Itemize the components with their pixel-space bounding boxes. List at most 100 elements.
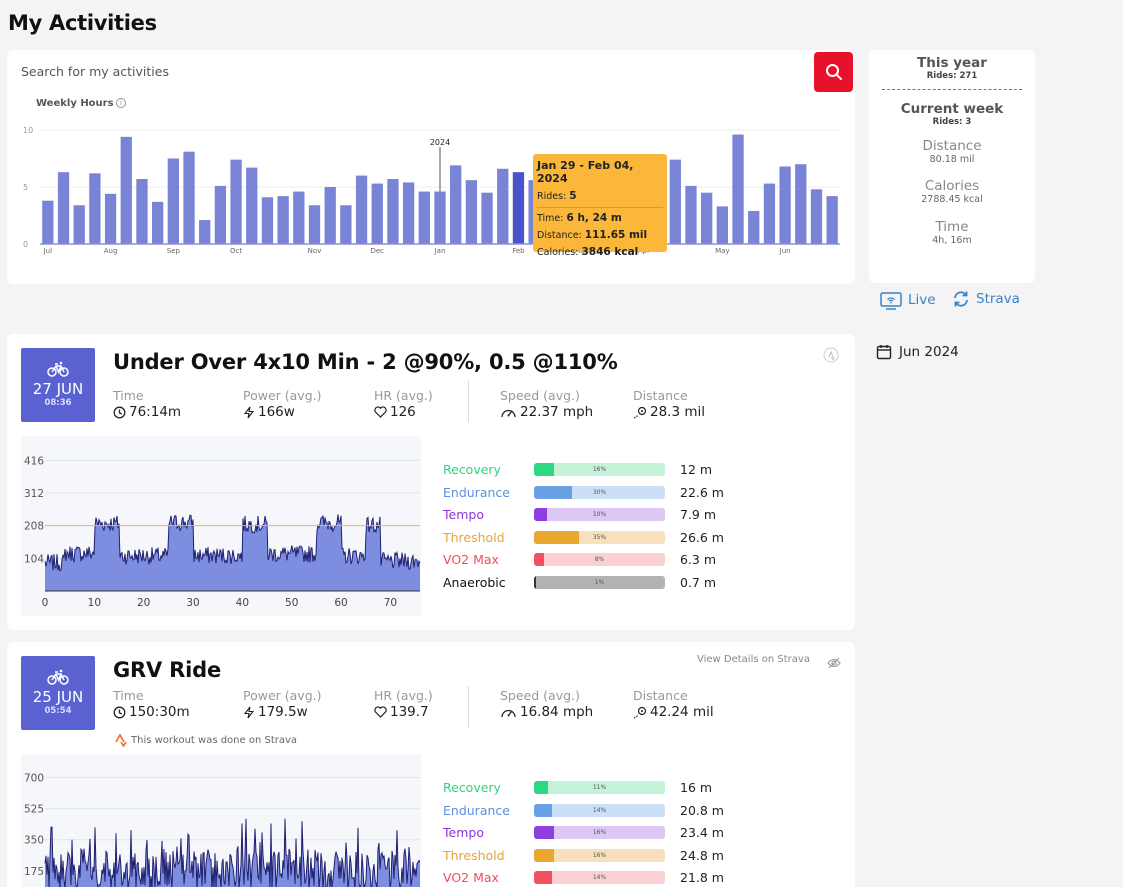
stat-time-value: 150:30m xyxy=(129,704,190,720)
week-bar xyxy=(418,191,430,244)
heart-icon xyxy=(374,406,387,418)
stat-hr-value: 139.7 xyxy=(390,704,429,720)
week-bar xyxy=(387,179,399,244)
week-bar xyxy=(402,182,415,244)
x-tick-label: Feb xyxy=(512,247,525,255)
zone-bar: 16% xyxy=(534,463,665,476)
search-icon xyxy=(825,64,842,80)
week-bar xyxy=(701,192,713,244)
week-bar xyxy=(716,206,728,244)
zone-row: Recovery 16% 12 m xyxy=(443,462,743,477)
stat-distance-value: 42.24 mil xyxy=(650,704,714,720)
y-tick-label: 5 xyxy=(23,183,28,192)
stat-hr-value: 126 xyxy=(390,404,416,420)
zone-bar: 14% xyxy=(534,871,665,884)
stat-hr: HR (avg.) 126 xyxy=(374,388,433,420)
zone-duration: 16 m xyxy=(680,780,713,795)
week-bar xyxy=(324,187,336,244)
tooltip-time: Time: 6 h, 24 m xyxy=(537,210,663,227)
week-bar xyxy=(779,166,791,244)
clock-icon xyxy=(113,706,126,718)
zone-row: VO2 Max 8% 6.3 m xyxy=(443,552,743,567)
power-chart[interactable]: 700 525 350 175 xyxy=(21,754,421,887)
zone-percent: 1% xyxy=(594,578,605,586)
live-link[interactable]: Live xyxy=(880,290,936,310)
view-on-strava-link[interactable]: View Details on Strava xyxy=(697,654,810,665)
activity-card[interactable]: 27 JUN 08:36 Under Over 4x10 Min - 2 @90… xyxy=(7,334,855,630)
zone-bar-fill xyxy=(534,463,555,476)
stat-speed-value: 22.37 mph xyxy=(520,404,594,420)
week-bar xyxy=(748,210,760,244)
activity-time-of-day: 05:54 xyxy=(44,706,72,716)
x-tick-label: 20 xyxy=(137,597,150,609)
zone-name: Tempo xyxy=(443,825,484,840)
y-tick-label: 0 xyxy=(23,240,28,249)
zone-name: Threshold xyxy=(443,847,505,863)
stat-speed-label: Speed (avg.) xyxy=(500,688,580,703)
zone-bar-fill xyxy=(534,485,573,499)
week-bar xyxy=(57,172,70,244)
date-badge: 25 JUN 05:54 xyxy=(21,656,95,730)
week-bar xyxy=(199,220,211,244)
week-bar xyxy=(669,159,681,244)
tooltip-distance-value: 111.65 mil xyxy=(584,229,648,241)
zone-duration: 22.6 m xyxy=(680,484,724,500)
zone-duration: 6.3 m xyxy=(680,552,717,567)
x-tick-label: 50 xyxy=(285,597,298,609)
zone-row: Recovery 11% 16 m xyxy=(443,780,743,795)
zone-duration: 20.8 m xyxy=(680,802,724,818)
calories-label: Calories xyxy=(924,178,980,194)
zone-duration: 23.4 m xyxy=(680,825,724,840)
zone-bar-fill xyxy=(534,781,549,794)
week-bar xyxy=(308,205,321,244)
this-year-title: This year xyxy=(917,55,987,71)
strava-sync-link[interactable]: Strava xyxy=(952,290,1020,308)
info-icon[interactable]: i xyxy=(116,98,126,108)
weekly-hours-chart[interactable]: 1050JulAugSepOctNovDecJanFebMarAprMayJun… xyxy=(20,114,850,264)
x-tick-label: Aug xyxy=(104,247,118,255)
strava-note-text: This workout was done on Strava xyxy=(131,735,298,746)
live-tv-icon xyxy=(880,292,902,310)
activity-title[interactable]: Under Over 4x10 Min - 2 @90%, 0.5 @110% xyxy=(113,350,618,374)
stat-distance-label: Distance xyxy=(633,388,688,403)
zone-bar: 30% xyxy=(534,485,665,499)
zone-row: Threshold 35% 26.6 m xyxy=(443,529,743,545)
zone-row: Tempo 10% 7.9 m xyxy=(443,507,743,522)
stat-hr: HR (avg.) 139.7 xyxy=(374,688,433,720)
bicycle-icon xyxy=(47,669,69,685)
activity-title[interactable]: GRV Ride xyxy=(113,658,222,682)
week-bar xyxy=(465,180,478,244)
route-pin-icon xyxy=(633,406,647,419)
zone-duration: 21.8 m xyxy=(680,870,724,885)
week-bar xyxy=(42,200,54,244)
activity-card[interactable]: 25 JUN 05:54 GRV Ride View Details on St… xyxy=(7,642,855,887)
time-value: 4h, 16m xyxy=(932,235,972,246)
week-bar xyxy=(450,165,462,244)
zone-bar: 35% xyxy=(534,530,665,544)
x-tick-label: Jun xyxy=(779,247,791,255)
x-tick-label: Jan xyxy=(434,247,446,255)
y-tick-label: 104 xyxy=(24,553,44,565)
tooltip-rides: Rides: 5 xyxy=(537,188,663,205)
power-chart[interactable]: 416 312 208 104 10 20 30 40 50 60 70 0 xyxy=(21,436,421,616)
date-badge: 27 JUN 08:36 xyxy=(21,348,95,422)
zone-bar-fill xyxy=(534,575,536,589)
zone-row: Tempo 16% 23.4 m xyxy=(443,825,743,840)
week-bar xyxy=(685,185,697,244)
heart-icon xyxy=(374,706,387,718)
zone-bar-fill xyxy=(534,848,555,862)
zone-duration: 7.9 m xyxy=(680,507,717,522)
zone-name: Threshold xyxy=(443,529,505,545)
tooltip-distance: Distance: 111.65 mil xyxy=(537,227,663,244)
month-label: Jun 2024 xyxy=(899,344,959,360)
eye-off-icon[interactable] xyxy=(827,654,841,673)
month-filter[interactable]: Jun 2024 xyxy=(876,344,959,360)
search-button[interactable] xyxy=(814,52,853,92)
week-bar xyxy=(810,189,823,244)
zone-bar-fill xyxy=(534,508,547,521)
x-tick-label: 40 xyxy=(236,597,249,609)
zone-percent: 8% xyxy=(594,556,605,563)
page-title: My Activities xyxy=(8,11,157,35)
search-input[interactable] xyxy=(21,64,621,79)
distance-label: Distance xyxy=(922,138,982,154)
